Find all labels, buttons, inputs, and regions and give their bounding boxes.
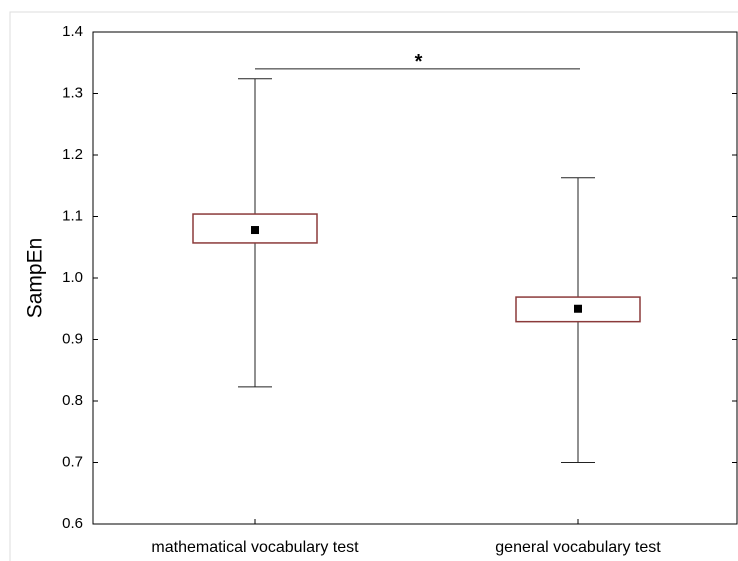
outer-frame [9,11,738,561]
mean-marker [251,226,259,235]
y-tick-label: 0.9 [62,330,83,347]
y-tick-label: 1.2 [62,146,83,163]
x-tick-label: general vocabulary test [495,539,661,556]
y-axis-label: SampEn [24,238,47,319]
y-tick-label: 1.3 [62,84,83,101]
y-tick-label: 0.8 [62,392,83,409]
y-tick-label: 0.6 [62,515,83,532]
significance-label: * [415,51,423,73]
y-tick-label: 1.1 [62,207,83,224]
mean-marker [574,304,582,313]
plot-frame [92,31,738,525]
x-tick-label: mathematical vocabulary test [151,539,359,556]
y-tick-label: 1.0 [62,269,83,286]
y-tick-label: 1.4 [62,23,83,40]
y-tick-label: 0.7 [62,453,83,470]
